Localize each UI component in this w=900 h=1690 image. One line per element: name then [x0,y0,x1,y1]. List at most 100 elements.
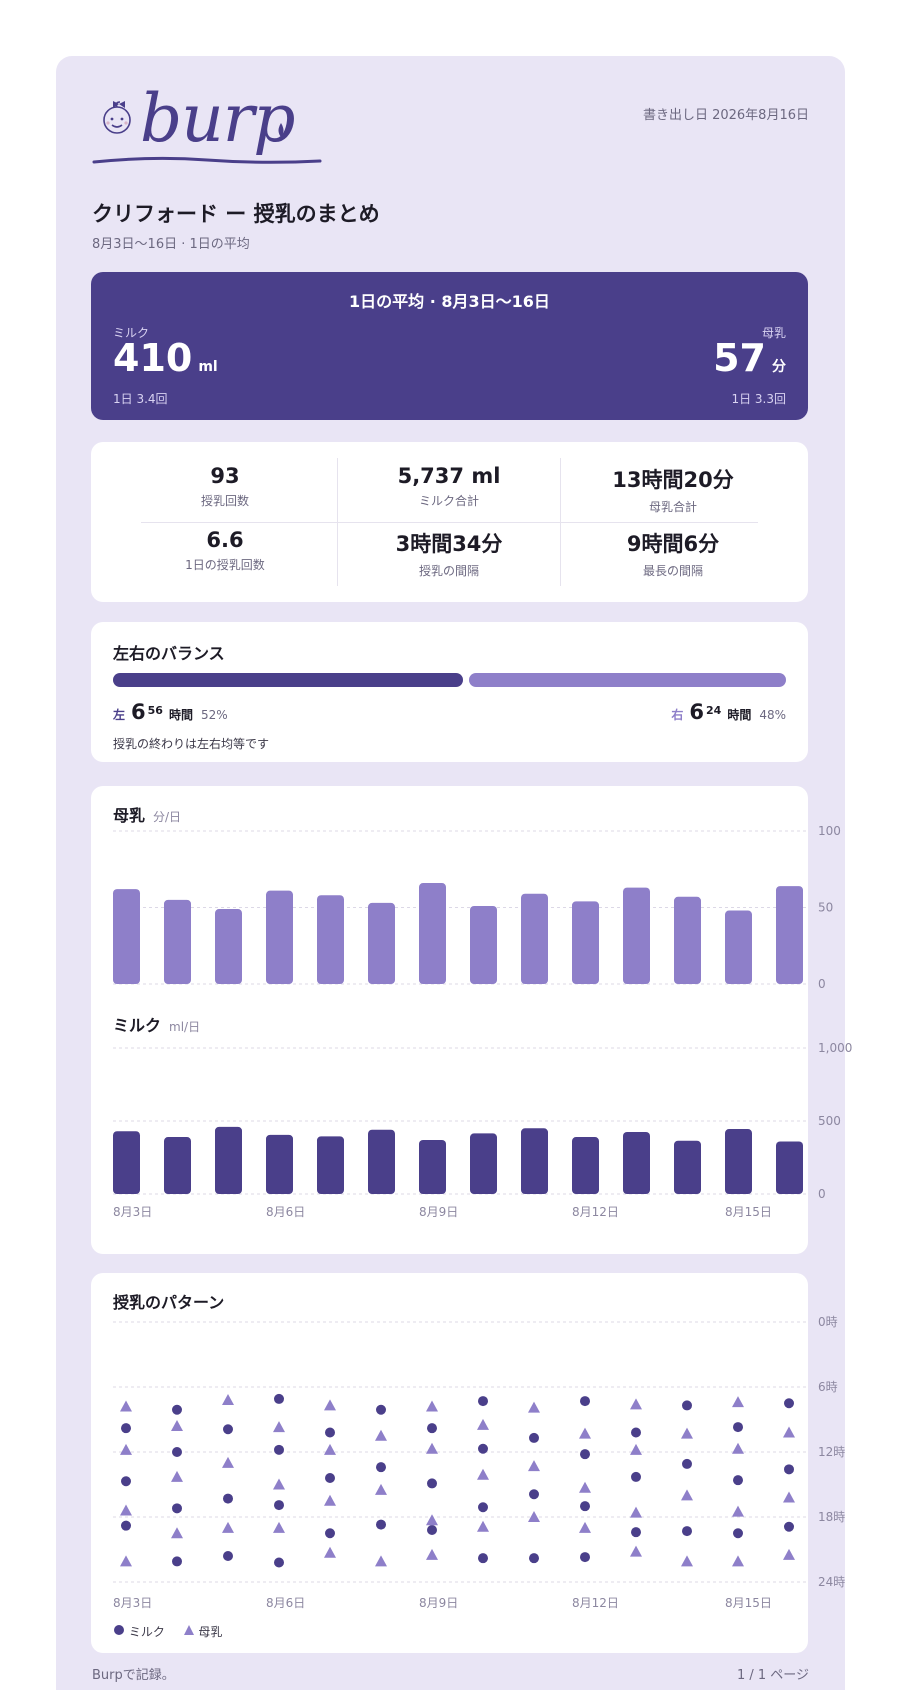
milk-bar [470,1133,497,1194]
left-minutes: 56 [147,703,163,717]
breast-point [579,1427,591,1439]
breast-bar [470,905,497,984]
stats-card: 93 授乳回数 5,737 ml ミルク合計 13時間20分 母乳合計 6.6 1日の授… [91,442,808,602]
breast-point [783,1491,795,1503]
logo-underline [92,156,322,164]
left-tag: 左 [113,708,126,722]
breast-chart-unit: 分/日 [153,810,182,824]
footer-brand: Burpで記録。 [92,1668,175,1683]
divider [141,522,758,523]
milk-bar [623,1131,650,1194]
milk-point [376,1519,386,1530]
breast-point [732,1555,744,1567]
milk-bar [113,1131,140,1194]
milk-average: 410 ml [113,336,218,389]
left-percent: 52% [200,708,228,722]
breast-point [120,1555,132,1567]
breast-bar [572,901,599,984]
milk-point [172,1503,182,1514]
breast-average-unit: 分 [772,359,786,375]
milk-point [376,1404,386,1415]
breast-point [783,1548,795,1560]
breast-point [273,1478,285,1490]
balance-title: 左右のバランス [113,644,225,663]
stat-feed-interval: 3時間34分 授乳の間隔 [337,528,561,579]
breast-bar [317,895,344,984]
breast-point [375,1483,387,1495]
breast-point [528,1511,540,1522]
breast-bar [215,909,242,984]
breast-chart-title: 母乳 分/日 [113,802,181,826]
balance-note: 授乳の終わりは左右均等です [113,737,270,751]
milk-point [121,1423,131,1434]
milk-frequency: 1日 3.4回 [113,392,168,406]
milk-point [325,1427,335,1438]
x-tick-label: 8月3日 [113,1205,152,1219]
breast-point [273,1421,285,1433]
breast-point [681,1555,693,1567]
stat-label: 1日の授乳回数 [185,558,265,572]
y-tick-label: 24時 [818,1575,845,1589]
daily-bars-card: 母乳 分/日 ミルク ml/日 0 50 100 0 500 1,000 8月3日 8月6日 8月9… [91,786,852,1254]
milk-point [631,1527,641,1538]
milk-bar [215,1126,242,1194]
milk-point [784,1398,794,1409]
breast-point [324,1399,336,1411]
milk-point [580,1449,590,1460]
milk-point [733,1475,743,1486]
pattern-title: 授乳のパターン [113,1293,225,1312]
breast-chart-title-text: 母乳 [113,806,146,825]
milk-bar [419,1139,446,1194]
breast-legend-label: 母乳 [198,1625,223,1639]
x-tick-label: 8月15日 [725,1205,772,1219]
breast-point [477,1418,489,1430]
breast-point [222,1456,234,1468]
x-tick-label: 8月9日 [419,1596,458,1610]
milk-point [223,1493,233,1504]
right-hours: 6 [689,700,704,724]
right-side-summary: 右 6 24 時間 48% [671,700,786,724]
milk-point [427,1478,437,1489]
milk-point [325,1473,335,1483]
stat-value: 93 [210,464,240,488]
breast-point [681,1427,693,1439]
page-title: クリフォード ー 授乳のまとめ [92,202,380,226]
milk-point [478,1553,488,1564]
pattern-card: 授乳のパターン 0時 6時 12時 18時 24時 8月3日 8月6日 8月9日 8月12日 8月… [91,1273,845,1653]
milk-bar [674,1140,701,1194]
milk-chart-title: ミルク ml/日 [113,1012,200,1036]
milk-point [631,1427,641,1438]
right-unit: 時間 [727,708,752,722]
breast-point [426,1442,438,1454]
daily-average-card: 1日の平均 · 8月3日〜16日 ミルク 410 ml 1日 3.4回 母乳 57… [91,272,808,420]
milk-label: ミルク [113,326,150,340]
stat-label: 授乳の間隔 [418,564,479,578]
breast-point [630,1443,642,1455]
breast-point [426,1400,438,1412]
milk-point [682,1458,692,1469]
breast-point [375,1429,387,1441]
breast-point [579,1481,591,1493]
burp-logo: burp [92,80,322,196]
x-tick-label: 8月6日 [266,1205,305,1219]
breast-point [783,1426,795,1438]
page-subtitle: 8月3日〜16日 · 1日の平均 [92,237,250,252]
milk-point [121,1520,131,1531]
breast-point [171,1420,183,1431]
breast-legend-icon [183,1624,195,1639]
right-balance-bar [469,673,786,687]
right-tag: 右 [671,708,684,722]
breast-point [375,1555,387,1567]
milk-point [223,1424,233,1435]
breast-point [222,1521,234,1533]
right-percent: 48% [759,708,786,722]
milk-average-unit: ml [198,359,218,375]
breast-bar [623,887,650,984]
breast-point [222,1394,234,1405]
milk-point [733,1422,743,1433]
left-side-summary: 左 6 56 時間 52% [113,700,228,724]
milk-point [682,1400,692,1411]
breast-point [120,1400,132,1412]
milk-point [172,1556,182,1567]
breast-average: 57 分 [713,336,786,389]
